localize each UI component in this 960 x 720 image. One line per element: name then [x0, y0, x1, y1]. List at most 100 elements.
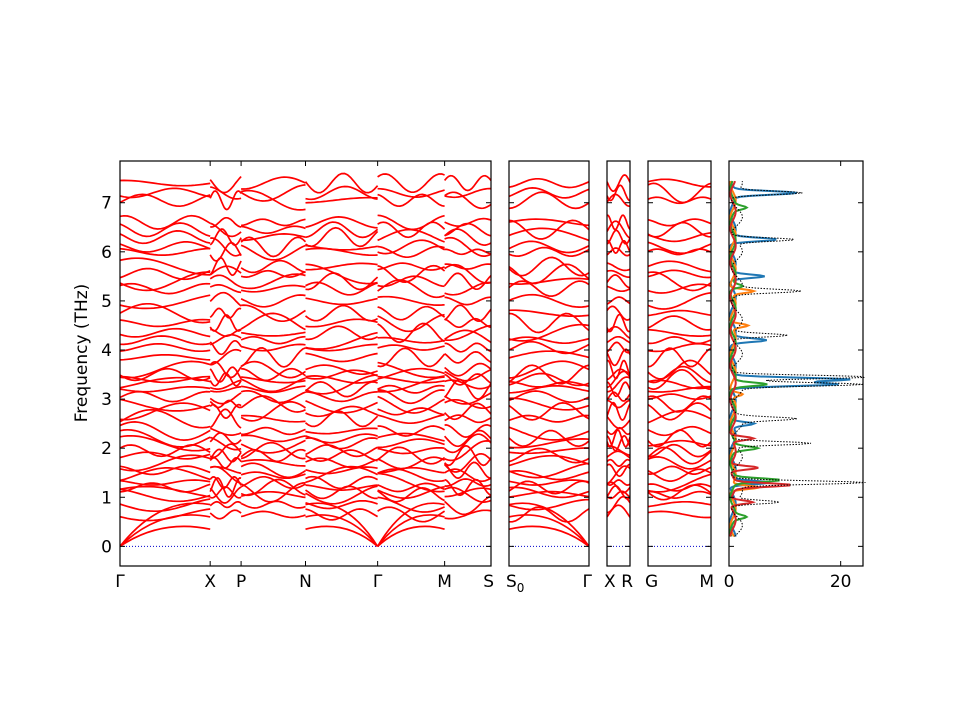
phonon-band: [377, 389, 445, 405]
phonon-band: [305, 262, 378, 271]
phonon-band: [509, 364, 589, 385]
phonon-band: [305, 196, 378, 204]
phonon-band: [377, 262, 445, 271]
phonon-band: [648, 490, 711, 499]
phonon-band: [377, 407, 445, 416]
phonon-band: [209, 392, 242, 405]
phonon-band: [377, 245, 445, 259]
q-point-label: Γ: [373, 572, 383, 592]
phonon-band: [209, 456, 242, 469]
phonon-band: [607, 481, 630, 494]
phonon-band: [607, 341, 630, 354]
phonon-band: [241, 176, 306, 190]
phonon-band: [648, 283, 711, 294]
phonon-band: [120, 302, 211, 324]
phonon-band: [377, 322, 446, 344]
phonon-band: [648, 484, 711, 501]
phonon-band: [377, 313, 445, 333]
q-point-label: S0: [506, 572, 524, 595]
y-tick-label: 5: [101, 292, 112, 312]
phonon-band: [444, 236, 491, 257]
phonon-band: [120, 421, 211, 441]
phonon-band: [305, 369, 378, 380]
phonon-band: [377, 472, 445, 493]
phonon-band: [607, 184, 630, 202]
phonon-band: [240, 335, 306, 345]
phonon-band: [240, 389, 306, 404]
phonon-band: [241, 233, 306, 242]
phonon-band: [120, 479, 211, 486]
phonon-band: [444, 304, 491, 322]
y-tick-label: 4: [101, 341, 112, 361]
phonon-band: [648, 336, 711, 345]
phonon-band: [305, 374, 378, 395]
phonon-band: [509, 227, 589, 242]
q-point-label: X: [204, 572, 216, 592]
phonon-band: [305, 343, 378, 352]
phonon-band: [305, 444, 378, 458]
phonon-band: [120, 294, 211, 310]
phonon-band: [209, 360, 242, 379]
phonon-band: [377, 446, 445, 455]
phonon-band: [607, 429, 630, 448]
phonon-band: [240, 284, 306, 293]
phonon-band: [305, 352, 378, 363]
acoustic-band: [120, 525, 211, 548]
phonon-band: [509, 218, 589, 227]
phonon-band: [377, 295, 445, 306]
phonon-band: [377, 305, 446, 321]
phonon-band: [377, 375, 445, 384]
phonon-band: [120, 267, 211, 281]
phonon-band: [240, 184, 306, 202]
phonon-band: [444, 487, 491, 498]
phonon-band: [209, 284, 242, 294]
phonon-band: [509, 384, 589, 394]
phonon-band: [209, 228, 242, 246]
phonon-band: [209, 476, 242, 490]
phonon-band: [648, 309, 711, 317]
phonon-band: [509, 360, 589, 379]
phonon-band: [120, 428, 211, 448]
phonon-band: [240, 475, 306, 490]
panel-frame: [728, 160, 864, 567]
phonon-band: [209, 339, 242, 356]
phonon-band: [509, 380, 589, 388]
phonon-band: [648, 473, 711, 493]
phonon-band: [444, 468, 491, 483]
phonon-band: [648, 425, 711, 437]
phonon-band: [509, 390, 589, 404]
q-point-label: R: [621, 572, 633, 592]
phonon-band: [377, 336, 445, 344]
phonon-band: [377, 438, 445, 449]
q-point-label: Γ: [583, 572, 593, 592]
phonon-band: [240, 347, 306, 368]
phonon-band: [305, 449, 378, 462]
y-tick-label: 7: [101, 194, 112, 214]
phonon-band: [209, 307, 242, 319]
phonon-band: [607, 359, 630, 380]
phonon-band: [120, 318, 211, 328]
panel-frame: [647, 160, 712, 567]
phonon-band: [444, 362, 491, 377]
phonon-band: [209, 379, 242, 390]
phonon-band: [240, 401, 306, 422]
phonon-band: [607, 458, 630, 467]
phonon-band: [444, 263, 491, 270]
dos-partial-curve: [729, 180, 780, 537]
phonon-band: [648, 465, 711, 475]
phonon-band: [377, 482, 445, 493]
phonon-band: [443, 272, 491, 291]
acoustic-band: [377, 525, 445, 548]
phonon-band: [648, 292, 711, 310]
phonon-band: [509, 429, 589, 448]
phonon-band: [120, 327, 211, 338]
phonon-band: [648, 241, 711, 255]
phonon-band: [509, 240, 589, 254]
phonon-band: [648, 359, 711, 380]
phonon-band: [120, 335, 211, 346]
phonon-band: [607, 401, 630, 422]
phonon-band: [607, 229, 630, 245]
phonon-band: [607, 335, 630, 344]
phonon-band: [377, 344, 445, 351]
